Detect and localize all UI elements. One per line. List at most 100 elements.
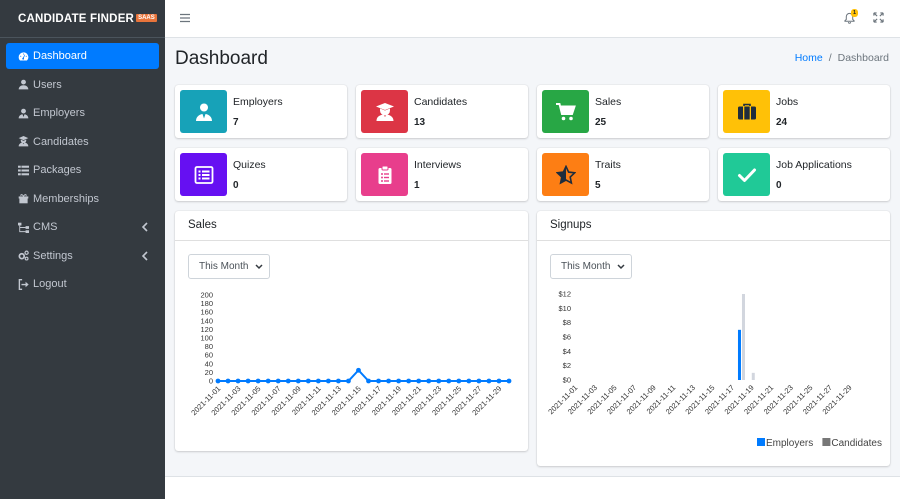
sitemap-icon [16,221,30,233]
y-tick-label: 120 [200,325,213,334]
data-point [466,378,472,384]
series-line [218,368,509,382]
legend-label: Candidates [831,438,882,449]
stat-value: 24 [776,117,788,128]
select-value: This Month [199,261,249,272]
breadcrumb-home-link[interactable]: Home [794,52,823,64]
stat-box-jobs[interactable]: Jobs 24 [718,85,890,138]
stat-box-candidates[interactable]: Candidates 13 [356,85,528,138]
clipboard-icon [378,165,391,184]
data-point [486,378,492,384]
sidebar-item-memberships[interactable]: Memberships [6,186,159,212]
hamburger-menu-icon[interactable] [179,12,191,24]
data-point [476,378,482,384]
sidebar-item-label: Memberships [33,192,100,205]
breadcrumb: Home / Dashboard [795,52,889,64]
card-divider [175,240,528,241]
user-graduate-icon [16,136,30,148]
stat-icon-bg [723,153,770,196]
stat-label: Job Applications [776,159,852,171]
data-point [315,378,321,384]
sidebar-item-label: Packages [33,164,82,176]
user-graduate-icon [375,102,394,121]
stat-value: 0 [776,180,782,191]
page-title: Dashboard [175,48,268,69]
sidebar-item-label: Dashboard [33,50,87,62]
data-point [506,378,512,384]
stat-box-traits[interactable]: Traits 5 [537,148,709,201]
sales-period-select[interactable]: This Month [188,254,270,279]
card-divider [537,240,890,241]
data-point [426,378,432,384]
data-point [225,378,231,384]
user-tie-icon [195,103,212,121]
sidebar-item-users[interactable]: Users [6,72,159,98]
sidebar-item-label: Settings [33,249,73,262]
stat-box-sales[interactable]: Sales 25 [537,85,709,138]
stat-value: 13 [414,117,426,128]
legend-swatch [822,438,831,446]
gift-icon [16,193,30,205]
stat-label: Traits [595,159,621,171]
sidebar-item-label: Candidates [33,135,89,148]
card-title: Signups [550,219,592,231]
cogs-icon [16,250,30,262]
legend-swatch [757,438,765,446]
fullscreen-icon[interactable] [873,12,885,24]
data-point [325,378,331,384]
stat-box-interviews[interactable]: Interviews 1 [356,148,528,201]
stat-box-quizes[interactable]: Quizes 0 [175,148,347,201]
stat-box-employers[interactable]: Employers 7 [175,85,347,138]
sidebar-item-label: Logout [33,278,67,290]
briefcase-icon [737,103,756,119]
signups-period-select[interactable]: This Month [550,254,632,279]
stat-label: Jobs [776,96,799,108]
card-title: Sales [188,219,217,231]
y-tick-label: 180 [200,299,213,308]
data-point [255,378,261,384]
sidebar-item-cms[interactable]: CMS [6,214,159,240]
breadcrumb-separator: / [828,52,832,64]
star-half-icon [555,164,576,185]
chevron-down-icon [255,264,263,270]
sidebar-item-packages[interactable]: Packages [6,157,159,183]
chevron-down-icon [617,264,625,270]
stat-box-job-applications[interactable]: Job Applications 0 [718,148,890,201]
data-point [275,378,281,384]
sidebar-item-dashboard[interactable]: Dashboard [6,43,159,69]
list-icon [16,164,30,176]
data-point [265,378,271,384]
data-point [366,378,371,384]
sidebar-item-label: Users [33,78,62,91]
y-tick-label: $2 [563,361,571,370]
select-value: This Month [561,261,611,272]
breadcrumb-current: Dashboard [837,52,889,64]
list-alt-icon [194,165,213,184]
bar [737,329,741,380]
sidebar-item-label: CMS [33,221,58,233]
data-point [396,378,402,384]
y-tick-label: 200 [200,291,213,300]
stat-icon-bg [723,90,770,133]
stat-icon-bg [180,153,227,196]
stat-label: Employers [233,96,283,108]
stat-label: Quizes [233,159,266,171]
sidebar-item-settings[interactable]: Settings [6,243,159,269]
y-tick-label: $12 [558,290,571,299]
bar [751,372,755,380]
data-point [436,378,442,384]
cart-icon [555,102,576,120]
brand-logo[interactable]: CANDIDATE FINDER SAAS [0,0,165,38]
notification-bell[interactable]: 1 [844,9,859,25]
y-tick-label: 140 [200,316,213,325]
y-tick-label: 80 [205,342,213,351]
stat-label: Interviews [414,159,462,171]
y-tick-label: $10 [558,304,571,313]
sidebar-item-logout[interactable]: Logout [6,271,159,297]
legend-label: Employers [766,438,813,449]
sidebar-item-candidates[interactable]: Candidates [6,129,159,155]
stat-icon-bg [361,153,408,196]
sidebar-item-employers[interactable]: Employers [6,100,159,126]
sidebar-nav: Dashboard Users Employers Candidates Pac… [0,38,165,297]
notification-badge: 1 [851,9,859,17]
